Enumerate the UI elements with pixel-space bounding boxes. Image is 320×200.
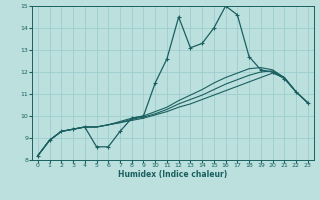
X-axis label: Humidex (Indice chaleur): Humidex (Indice chaleur): [118, 170, 228, 179]
